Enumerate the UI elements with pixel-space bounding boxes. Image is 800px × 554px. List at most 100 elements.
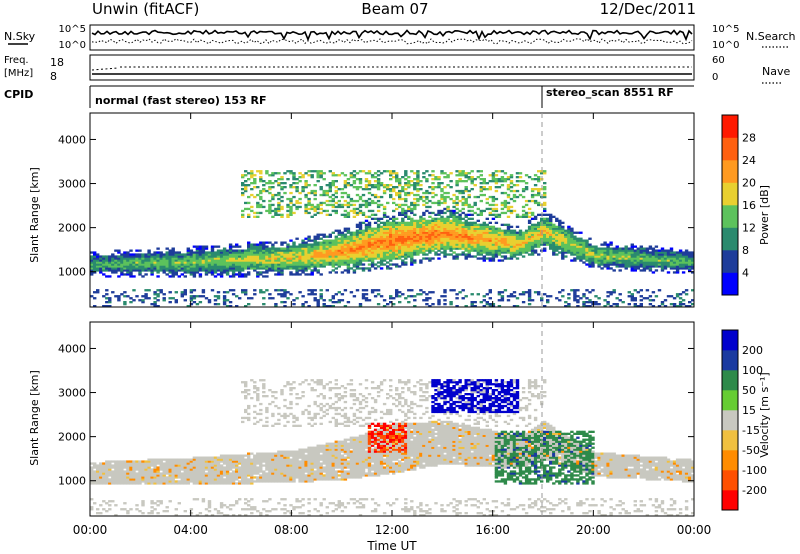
power-cell	[500, 223, 505, 226]
power-cell	[367, 201, 372, 205]
velocity-cell	[132, 478, 136, 481]
power-cell	[283, 253, 287, 256]
power-cell	[500, 191, 505, 195]
power-cell	[379, 295, 384, 298]
power-cell	[253, 253, 257, 256]
power-cell	[364, 293, 369, 296]
power-cell	[500, 207, 505, 211]
power-cell	[633, 259, 637, 262]
power-cell	[660, 257, 665, 260]
power-cell	[337, 253, 341, 256]
power-cell	[274, 180, 278, 183]
power-cell	[241, 174, 245, 177]
power-cell	[543, 195, 547, 199]
power-cell	[256, 253, 260, 256]
power-cell	[364, 184, 369, 187]
velocity-cell	[126, 480, 130, 483]
power-cell	[567, 237, 571, 240]
velocity-cell	[186, 476, 190, 479]
nave-label: Nave	[762, 65, 790, 78]
power-cell	[244, 291, 248, 294]
power-cell	[216, 261, 221, 264]
power-cell	[404, 203, 408, 207]
velocity-cell	[147, 476, 151, 479]
power-cell	[476, 241, 480, 244]
power-cell	[358, 182, 363, 185]
velocity-cell	[210, 476, 215, 479]
power-cell	[558, 227, 562, 230]
power-cell	[503, 231, 508, 234]
velocity-cell	[177, 502, 181, 505]
power-cell	[404, 255, 408, 258]
power-cell	[195, 265, 200, 268]
power-cell	[201, 257, 206, 260]
velocity-cell	[135, 504, 139, 507]
power-cell	[265, 271, 269, 274]
power-cell	[401, 217, 405, 220]
power-cell	[253, 243, 257, 246]
power-cell	[235, 267, 239, 270]
power-cell	[304, 259, 308, 262]
power-cell	[370, 261, 375, 264]
velocity-cell	[147, 470, 151, 473]
power-cell	[364, 219, 369, 222]
power-cell	[410, 241, 414, 244]
power-cell	[633, 303, 637, 306]
power-cell	[244, 180, 248, 183]
power-cell	[361, 247, 366, 250]
power-cell	[376, 203, 381, 207]
power-cell	[355, 259, 360, 262]
power-cell	[609, 259, 613, 262]
power-cell	[376, 186, 381, 189]
power-cell	[132, 265, 136, 268]
power-cell	[389, 243, 393, 246]
power-cell	[349, 249, 354, 252]
power-cell	[446, 191, 450, 195]
velocity-cell	[189, 462, 194, 465]
power-cell	[461, 231, 465, 234]
power-cell	[425, 205, 429, 209]
power-cell	[512, 193, 517, 197]
power-cell	[244, 263, 248, 266]
power-cell	[177, 267, 181, 270]
power-cell	[407, 225, 411, 228]
power-cell	[491, 176, 496, 179]
power-cell	[488, 195, 492, 199]
power-cell	[497, 247, 502, 250]
power-cell	[156, 257, 160, 260]
power-cell	[485, 227, 489, 230]
power-cell	[241, 215, 245, 218]
power-cell	[216, 295, 221, 298]
power-cell	[343, 305, 348, 308]
power-cell	[355, 231, 360, 234]
power-cell	[606, 243, 610, 246]
power-cell	[410, 191, 414, 195]
power-cell	[458, 217, 462, 220]
power-cell	[461, 195, 465, 199]
velocity-cell	[168, 472, 172, 475]
power-cell	[96, 269, 100, 272]
power-cell	[533, 237, 538, 240]
velocity-cell	[144, 470, 148, 473]
power-cell	[126, 273, 130, 276]
velocity-cell	[210, 468, 215, 471]
power-cell	[262, 291, 266, 294]
power-cell	[135, 265, 139, 268]
power-cell	[370, 209, 375, 213]
power-cell	[473, 255, 477, 258]
frequency-panel: Freq. [MHz] 18 8 60 0 Nave	[4, 54, 790, 84]
power-cell	[461, 227, 465, 230]
power-cell	[422, 231, 426, 234]
power-cell	[494, 174, 499, 177]
power-cell	[503, 229, 508, 232]
velocity-cell	[135, 480, 139, 483]
power-cell	[358, 186, 363, 189]
velocity-cell	[192, 476, 197, 479]
power-cell	[114, 269, 118, 272]
power-cell	[319, 297, 323, 300]
power-cell	[337, 237, 341, 240]
velocity-cell	[162, 474, 166, 477]
power-cell	[304, 180, 308, 183]
power-cell	[340, 249, 345, 252]
power-cell	[358, 197, 363, 201]
